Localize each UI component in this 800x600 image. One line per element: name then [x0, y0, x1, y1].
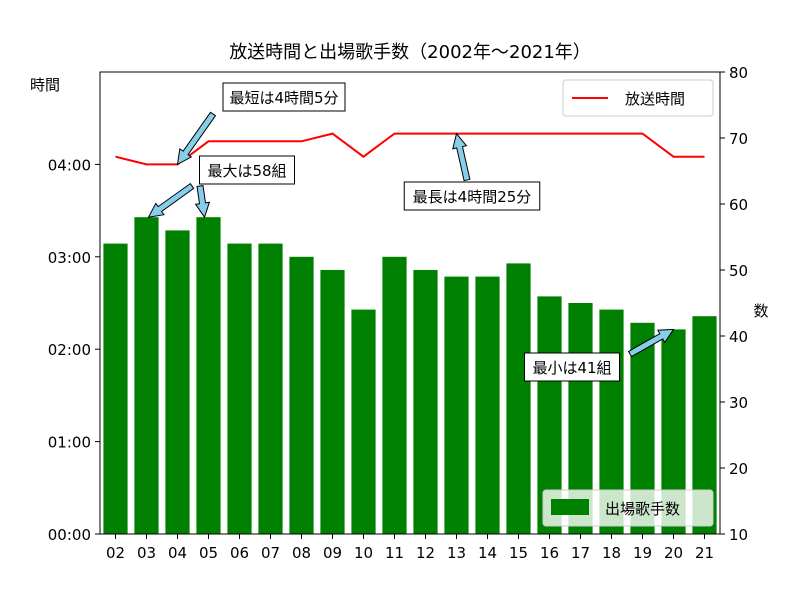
axes-layer: 02 03 04 05 06 07 08 09 10 11 12 13 14 15 16 17 18 19 20 21…: [48, 64, 748, 562]
x-tick-label: 09: [323, 544, 342, 562]
left-tick-label: 01:00: [48, 434, 91, 452]
bar-04: [165, 230, 190, 534]
right-tick-label: 20: [729, 460, 748, 478]
annotation-longest: 最長は4時間25分: [413, 188, 532, 206]
x-tick-label: 08: [292, 544, 311, 562]
x-tick-label: 11: [385, 544, 404, 562]
bar-06: [227, 243, 252, 534]
left-tick-label: 04:00: [48, 156, 91, 174]
annotation-maximum-box: [199, 155, 295, 185]
x-tick-label: 21: [695, 544, 714, 562]
x-tick-label: 14: [478, 544, 497, 562]
left-tick-label: 02:00: [48, 341, 91, 359]
bar-07: [258, 243, 283, 534]
annotation-longest-arrow: [452, 132, 471, 182]
bar-08: [289, 256, 314, 534]
left-tick-label: 00:00: [48, 526, 91, 544]
right-tick-label: 30: [729, 394, 748, 412]
chart-title: 放送時間と出場歌手数（2002年～2021年）: [229, 42, 591, 63]
x-tick-label: 18: [602, 544, 621, 562]
bar-12: [413, 270, 438, 534]
bar-14: [475, 276, 500, 534]
annotation-shortest-box: [222, 82, 346, 112]
x-tick-label: 10: [354, 544, 373, 562]
bar-11: [382, 256, 407, 534]
annotation-minimum-box: [524, 352, 620, 382]
x-tick-label: 06: [230, 544, 249, 562]
legend-bar-swatch: [551, 499, 589, 515]
x-tick-label: 05: [199, 544, 218, 562]
right-tick-label: 70: [729, 130, 748, 148]
line-broadcast-time: [115, 132, 705, 166]
bar-05: [196, 217, 221, 534]
plot-frame: [99, 71, 721, 535]
right-tick-label: 40: [729, 328, 748, 346]
x-tick-label: 17: [571, 544, 590, 562]
annotation-shortest: 最短は4時間5分: [229, 89, 338, 107]
x-tick-label: 03: [137, 544, 156, 562]
x-tick-label: 15: [509, 544, 528, 562]
legend-upper-box: [562, 79, 714, 117]
x-tick-label: 04: [168, 544, 187, 562]
x-tick-label: 20: [664, 544, 683, 562]
x-tick-label: 19: [633, 544, 652, 562]
bar-03: [134, 217, 159, 534]
legend-label-broadcast-time: 放送時間: [625, 90, 685, 108]
x-tick-label: 02: [106, 544, 125, 562]
annotation-maximum-arrow-05: [194, 185, 211, 219]
right-tick-label: 50: [729, 262, 748, 280]
annotation-minimum-arrow: [627, 328, 675, 358]
annotation-maximum-arrow-03: [147, 182, 195, 218]
x-tick-label: 07: [261, 544, 280, 562]
x-tick-label: 13: [447, 544, 466, 562]
annotation-longest-box: [403, 181, 541, 211]
right-tick-label: 80: [729, 64, 748, 82]
bar-13: [444, 276, 469, 534]
annotation-minimum: 最小は41組: [532, 359, 611, 377]
x-tick-label: 12: [416, 544, 435, 562]
bar-15: [506, 263, 531, 534]
left-tick-label: 03:00: [48, 249, 91, 267]
bar-10: [351, 309, 376, 534]
annotation-shortest-arrow: [176, 111, 217, 166]
bar-02: [103, 243, 128, 534]
left-axis-label: 時間: [30, 76, 60, 94]
bar-09: [320, 270, 345, 534]
bars-layer: [103, 217, 717, 534]
legend-label-singers: 出場歌手数: [605, 500, 680, 518]
x-tick-label: 16: [540, 544, 559, 562]
right-axis-label: 数: [753, 302, 768, 320]
right-tick-label: 10: [729, 526, 748, 544]
annotation-maximum: 最大は58組: [207, 162, 286, 180]
right-tick-label: 60: [729, 196, 748, 214]
